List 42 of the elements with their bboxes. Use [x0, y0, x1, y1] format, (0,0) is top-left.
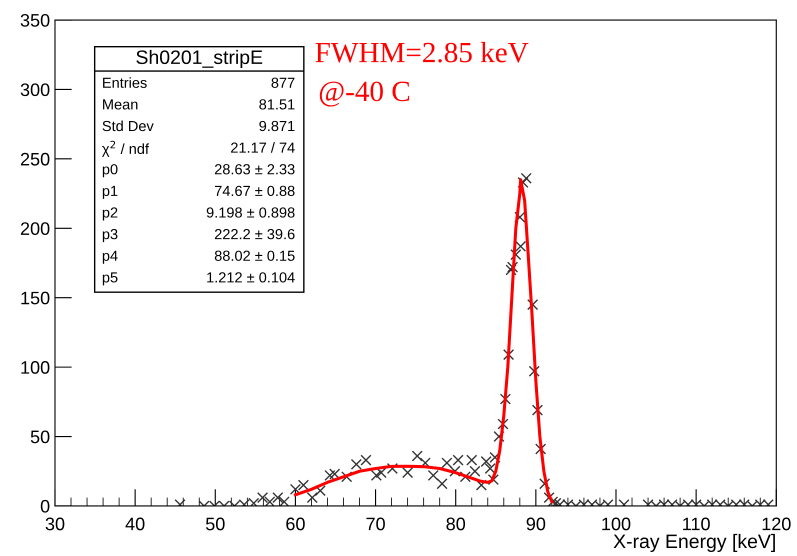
- annotation: 81.51: [259, 99, 294, 110]
- x-tick-label: 110: [683, 518, 710, 530]
- annotation: @-40 C: [320, 82, 410, 107]
- x-tick-label: 80: [446, 518, 466, 530]
- x-tick-label: 50: [206, 518, 225, 530]
- x-tick-label: 60: [286, 518, 305, 530]
- y-tick-label: 150: [21, 292, 50, 304]
- annotation: 21.17 / 74: [231, 142, 295, 153]
- x-axis-title: X-ray Energy [keV]: [614, 534, 775, 552]
- x-tick-label: 40: [126, 518, 144, 530]
- annotation: 9.871: [259, 120, 294, 132]
- annotation: FWHM=2.85 keV: [315, 42, 528, 63]
- y-tick-label: 200: [20, 222, 50, 235]
- annotation: p4: [102, 250, 118, 264]
- y-tick-label: 100: [21, 361, 50, 374]
- annotation: p5: [102, 272, 118, 286]
- annotation: Mean: [103, 99, 138, 110]
- x-tick-label: 30: [46, 518, 64, 530]
- annotation: p1: [102, 186, 118, 199]
- annotation: 88.02 ± 0.15: [214, 250, 295, 261]
- annotation: χ$^{2}$ / ndf: [102, 140, 150, 157]
- y-tick-label: 300: [20, 83, 50, 96]
- annotation: Entries: [103, 77, 147, 88]
- annotation: 28.63 ± 2.33: [214, 164, 295, 174]
- annotation: 9.198 ± 0.898: [206, 207, 295, 218]
- x-tick-label: 90: [526, 518, 546, 530]
- annotation: p0: [102, 164, 118, 178]
- y-tick-label: 250: [20, 152, 50, 166]
- annotation: 74.67 ± 0.88: [214, 186, 295, 196]
- annotation: 1.212 ± 0.104: [207, 272, 295, 283]
- annotation: Std Dev: [102, 120, 154, 132]
- x-tick-label: 100: [602, 518, 630, 530]
- annotation: Sh0201_stripE: [136, 50, 262, 68]
- y-tick-label: 350: [20, 14, 50, 27]
- y-tick-label: 0: [40, 500, 50, 513]
- x-tick-label: 70: [366, 518, 385, 530]
- annotation: p2: [102, 207, 118, 221]
- x-tick-label: 120: [762, 518, 791, 530]
- annotation: 877: [271, 78, 294, 88]
- annotation: p3: [102, 228, 118, 242]
- y-tick-label: 50: [30, 430, 50, 444]
- annotation: 222.2 ± 39.6: [214, 228, 295, 240]
